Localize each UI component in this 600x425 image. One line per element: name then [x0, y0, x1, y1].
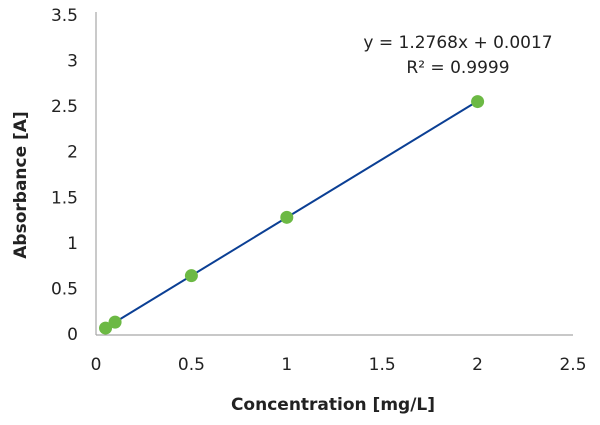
x-tick-label: 0.5 — [178, 355, 205, 375]
y-tick-label: 0 — [67, 325, 78, 345]
x-tick-label: 1.5 — [369, 355, 396, 375]
data-points — [99, 95, 485, 335]
data-point — [99, 321, 113, 335]
data-point — [471, 95, 485, 109]
y-tick-label: 2 — [67, 143, 78, 163]
y-tick-labels: 0 0.5 1 1.5 2 2.5 3 3.5 — [51, 6, 78, 345]
y-tick-label: 2.5 — [51, 97, 78, 117]
x-tick-labels: 0 0.5 1 1.5 2 2.5 — [91, 355, 587, 375]
r-squared-label: R² = 0.9999 — [406, 58, 509, 78]
data-point — [280, 210, 294, 224]
data-point — [108, 315, 122, 329]
y-axis-title: Absorbance [A] — [11, 111, 31, 258]
x-tick-label: 0 — [91, 355, 102, 375]
x-tick-label: 2.5 — [559, 355, 586, 375]
y-tick-label: 1 — [67, 234, 78, 254]
x-axis-title: Concentration [mg/L] — [231, 395, 435, 415]
y-tick-label: 0.5 — [51, 279, 78, 299]
y-tick-label: 3 — [67, 52, 78, 72]
data-point — [184, 269, 198, 283]
y-tick-label: 1.5 — [51, 188, 78, 208]
trendline-equation: y = 1.2768x + 0.0017 — [363, 33, 552, 53]
x-tick-label: 1 — [281, 355, 292, 375]
x-tick-label: 2 — [472, 355, 483, 375]
y-tick-label: 3.5 — [51, 6, 78, 26]
